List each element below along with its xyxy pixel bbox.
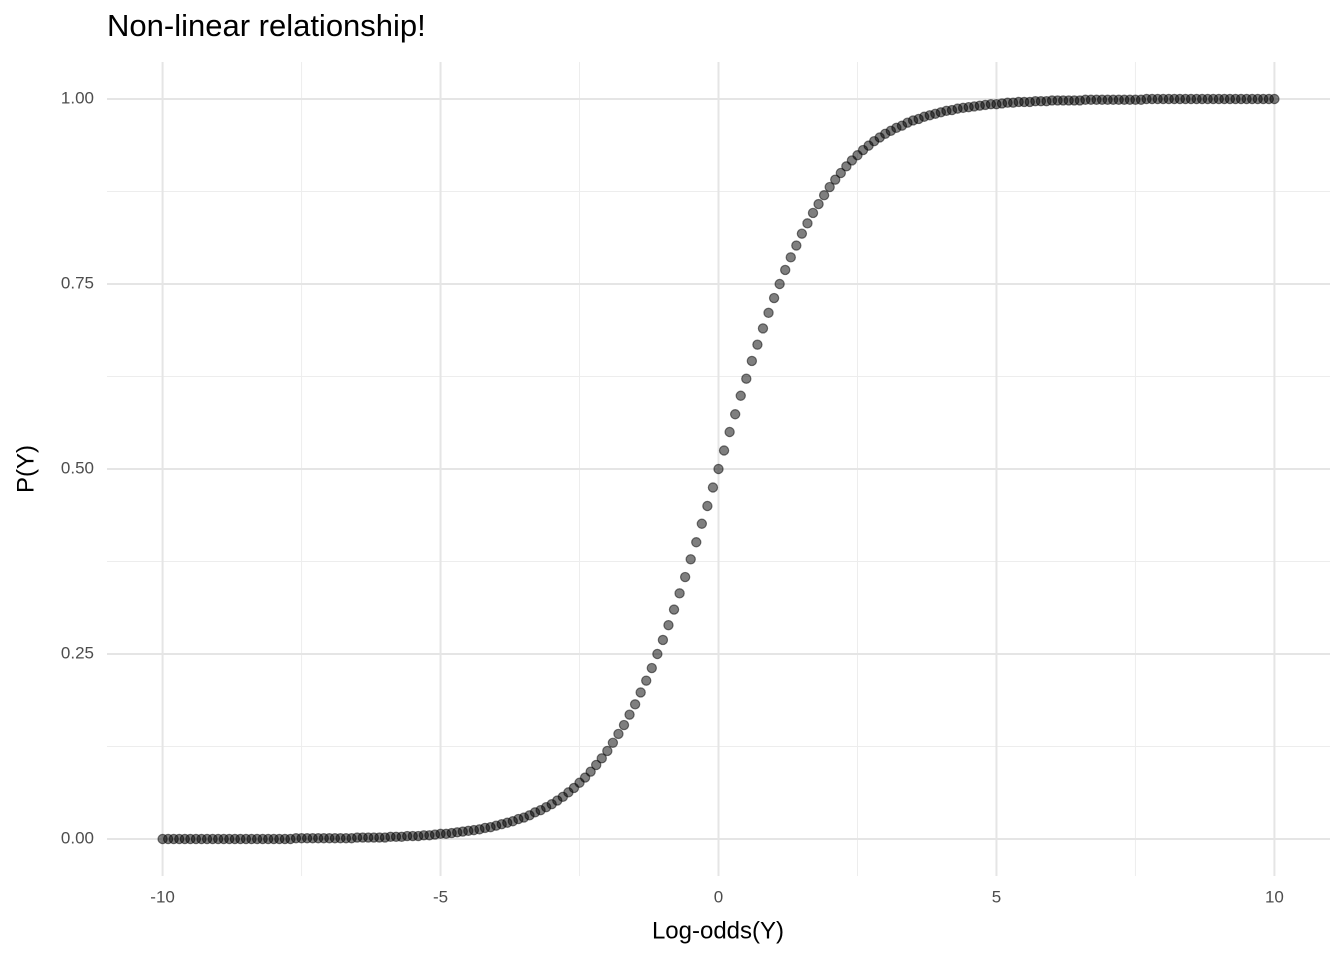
point <box>635 687 646 698</box>
point <box>780 264 791 276</box>
point <box>807 207 819 219</box>
point <box>641 675 652 686</box>
point <box>596 753 607 764</box>
point <box>618 719 630 731</box>
point <box>591 759 602 771</box>
point <box>657 634 669 646</box>
y-tick-label: 0.75 <box>61 273 94 292</box>
point <box>602 745 613 757</box>
point <box>1269 93 1280 105</box>
point <box>813 198 824 210</box>
point <box>724 426 735 438</box>
point <box>757 323 769 334</box>
point <box>585 766 596 777</box>
point <box>796 228 808 239</box>
point <box>729 409 741 420</box>
point <box>702 500 713 512</box>
point <box>707 482 719 493</box>
y-tick-label: 0.50 <box>61 458 94 477</box>
point <box>646 662 657 674</box>
point <box>652 648 663 660</box>
x-tick-label: -5 <box>433 887 448 906</box>
point <box>785 252 796 263</box>
point <box>735 390 746 401</box>
point <box>696 518 708 529</box>
point <box>741 373 752 384</box>
point <box>613 728 624 740</box>
point <box>718 445 730 456</box>
point <box>607 737 619 749</box>
point <box>663 619 674 631</box>
point <box>624 709 635 720</box>
y-tick-label: 0.00 <box>61 828 94 847</box>
y-tick-label: 0.25 <box>61 643 94 662</box>
point <box>774 278 785 290</box>
point <box>768 292 780 304</box>
x-tick-label: 0 <box>714 887 723 906</box>
point <box>791 240 802 251</box>
chart-title: Non-linear relationship! <box>107 8 426 43</box>
point <box>668 604 680 615</box>
point <box>830 174 841 185</box>
point <box>763 307 774 319</box>
x-tick-label: -10 <box>150 887 175 906</box>
point <box>818 189 830 201</box>
point <box>835 167 847 179</box>
point <box>679 571 691 583</box>
point <box>629 699 641 710</box>
point <box>752 339 763 350</box>
point <box>802 218 813 229</box>
y-axis-label: P(Y) <box>12 445 39 493</box>
x-axis-label: Log-odds(Y) <box>652 917 784 944</box>
point <box>674 588 685 599</box>
x-tick-label: 10 <box>1265 887 1284 906</box>
point <box>685 554 696 565</box>
point <box>746 355 758 367</box>
point <box>713 463 724 475</box>
point <box>824 181 835 193</box>
y-tick-label: 1.00 <box>61 88 94 107</box>
x-tick-label: 5 <box>992 887 1001 906</box>
point <box>691 537 702 548</box>
